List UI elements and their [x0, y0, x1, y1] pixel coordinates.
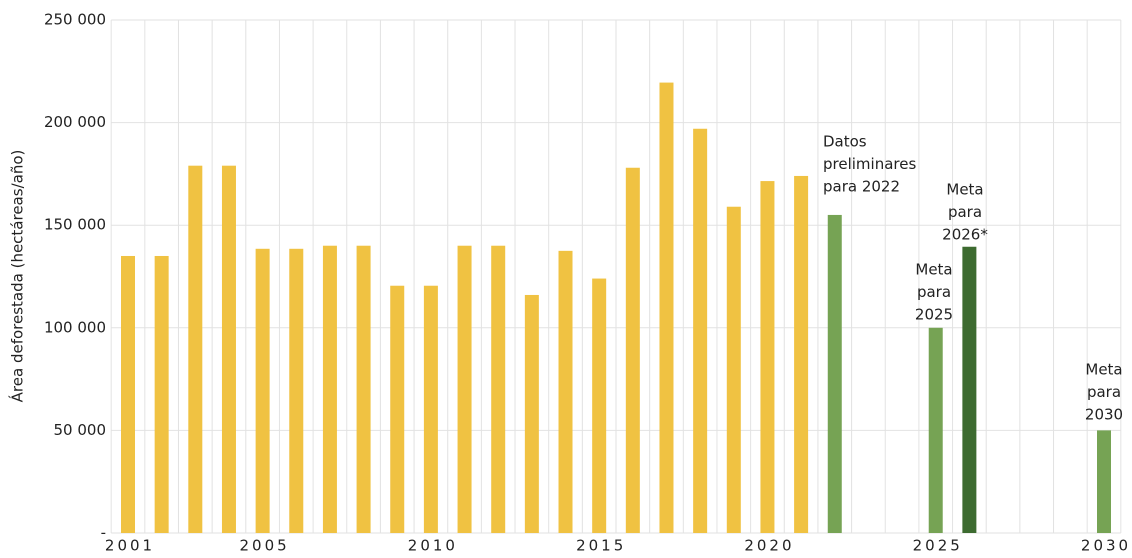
annotation: Datos preliminares para 2022 — [823, 133, 916, 196]
annotation-line: para 2022 — [823, 178, 900, 196]
bar — [962, 246, 977, 533]
bar — [726, 206, 741, 533]
bar — [121, 255, 135, 534]
bar — [592, 278, 607, 533]
y-tick-label: 50 000 — [54, 421, 107, 439]
x-tick-label: 2030 — [1081, 537, 1131, 555]
annotation-line: Meta — [1085, 361, 1122, 379]
x-tick-label: 2025 — [913, 537, 963, 555]
x-tick-label: 2010 — [408, 537, 458, 555]
bar — [188, 165, 203, 533]
annotation-line: preliminares — [823, 155, 916, 173]
bar — [491, 245, 506, 533]
annotation: Meta para 2030 — [1085, 361, 1123, 424]
annotation-line: para — [1087, 383, 1121, 401]
annotation-line: 2030 — [1085, 406, 1123, 424]
x-tick-label: 2020 — [744, 537, 794, 555]
y-tick-label: - — [101, 524, 106, 542]
bar — [928, 327, 943, 533]
x-tick-label: 2005 — [240, 537, 290, 555]
y-tick-label: 250 000 — [44, 11, 106, 29]
annotation-line: para — [917, 283, 951, 301]
bar — [390, 285, 405, 533]
annotation: Meta para 2025 — [915, 261, 953, 324]
y-axis-label: Área deforestada (hectáreas/año) — [8, 150, 27, 403]
annotation-line: 2026* — [942, 226, 988, 244]
bar — [558, 250, 573, 533]
y-tick-label: 100 000 — [44, 318, 106, 336]
bar — [255, 248, 270, 533]
bar — [760, 181, 775, 533]
bar — [322, 245, 337, 533]
annotation-line: Meta — [915, 261, 952, 279]
bar — [794, 175, 809, 533]
bar — [693, 128, 708, 534]
bar — [289, 248, 304, 533]
y-tick-label: 150 000 — [44, 216, 106, 234]
bar — [827, 214, 842, 533]
y-tick-label: 200 000 — [44, 113, 106, 131]
bar — [423, 285, 438, 533]
annotation-line: Datos — [823, 133, 867, 151]
bar — [356, 245, 371, 533]
x-tick-label: 2015 — [576, 537, 626, 555]
bar — [221, 165, 236, 533]
annotation-line: 2025 — [915, 306, 953, 324]
x-tick-label: 2001 — [105, 537, 155, 555]
bar — [659, 82, 674, 533]
bar — [524, 294, 539, 533]
annotation-line: Meta — [946, 181, 983, 199]
bar — [1097, 430, 1111, 533]
bar — [457, 245, 472, 533]
annotation-line: para — [948, 203, 982, 221]
bar — [154, 255, 169, 534]
annotation: Meta para 2026* — [942, 181, 988, 244]
bar — [625, 167, 640, 533]
